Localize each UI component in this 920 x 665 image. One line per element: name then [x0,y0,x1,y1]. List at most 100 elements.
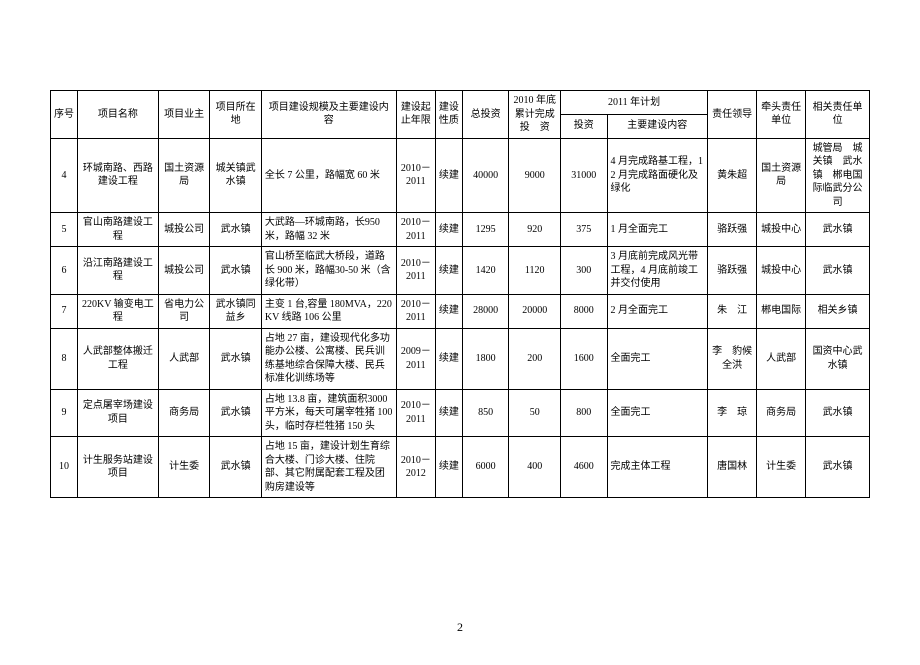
cell-owner: 城投公司 [158,247,209,295]
cell-nature: 续建 [435,247,462,295]
cell-cum: 9000 [509,138,560,213]
cell-name: 定点屠宰场建设项目 [77,389,158,437]
h-plan2011: 2011 年计划 [560,91,707,115]
cell-cum: 400 [509,437,560,498]
cell-total: 1295 [462,213,509,247]
table-row: 6沿江南路建设工程城投公司武水镇官山桥至临武大桥段，道路长 900 米，路幅30… [51,247,870,295]
table-row: 10计生服务站建设项目计生委武水镇占地 15 亩，建设计划生育综合大楼、门诊大楼… [51,437,870,498]
cell-period: 2010－2012 [396,437,435,498]
cell-period: 2010－2011 [396,389,435,437]
cell-location: 武水镇 [210,213,261,247]
cell-inv: 800 [560,389,607,437]
cell-pcont: 3 月底前完成风光带工程，4 月底前竣工并交付使用 [607,247,708,295]
table-row: 7220KV 输变电工程省电力公司武水镇同益乡主变 1 台,容量 180MVA，… [51,294,870,328]
cell-owner: 商务局 [158,389,209,437]
h-cum: 2010 年底累计完成投 资 [509,91,560,139]
cell-leader: 骆跃强 [708,213,757,247]
cell-lead_unit: 计生委 [757,437,806,498]
cell-inv: 1600 [560,328,607,389]
cell-seq: 8 [51,328,78,389]
table-row: 8人武部整体搬迁工程人武部武水镇占地 27 亩，建设现代化多功能办公楼、公寓楼、… [51,328,870,389]
h-period: 建设起止年限 [396,91,435,139]
cell-lead_unit: 城投中心 [757,247,806,295]
cell-inv: 31000 [560,138,607,213]
cell-period: 2009－2011 [396,328,435,389]
cell-pcont: 完成主体工程 [607,437,708,498]
cell-pcont: 1 月全面完工 [607,213,708,247]
cell-owner: 计生委 [158,437,209,498]
cell-seq: 7 [51,294,78,328]
table-row: 9定点屠宰场建设项目商务局武水镇占地 13.8 亩，建筑面积3000 平方米，每… [51,389,870,437]
cell-cum: 1120 [509,247,560,295]
cell-location: 武水镇 [210,247,261,295]
cell-leader: 骆跃强 [708,247,757,295]
cell-inv: 300 [560,247,607,295]
cell-lead_unit: 人武部 [757,328,806,389]
cell-seq: 6 [51,247,78,295]
table-row: 5官山南路建设工程城投公司武水镇大武路—环城南路，长950 米，路幅 32 米2… [51,213,870,247]
h-nature: 建设性质 [435,91,462,139]
cell-name: 沿江南路建设工程 [77,247,158,295]
project-table: 序号 项目名称 项目业主 项目所在地 项目建设规模及主要建设内容 建设起止年限 … [50,90,870,498]
cell-lead_unit: 国土资源局 [757,138,806,213]
cell-inv: 8000 [560,294,607,328]
cell-leader: 李 豹候全洪 [708,328,757,389]
cell-nature: 续建 [435,328,462,389]
cell-inv: 375 [560,213,607,247]
cell-rel_unit: 武水镇 [806,247,870,295]
page-number: 2 [0,620,920,635]
h-rel-unit: 相关责任单位 [806,91,870,139]
cell-cum: 20000 [509,294,560,328]
cell-name: 220KV 输变电工程 [77,294,158,328]
cell-rel_unit: 相关乡镇 [806,294,870,328]
cell-name: 官山南路建设工程 [77,213,158,247]
cell-scale: 官山桥至临武大桥段，道路长 900 米，路幅30-50 米（含绿化带） [261,247,396,295]
cell-owner: 省电力公司 [158,294,209,328]
cell-lead_unit: 商务局 [757,389,806,437]
h-plan-invest: 投资 [560,114,607,138]
cell-name: 计生服务站建设项目 [77,437,158,498]
cell-rel_unit: 武水镇 [806,389,870,437]
cell-rel_unit: 城管局 城关镇 武水镇 郴电国际临武分公司 [806,138,870,213]
cell-rel_unit: 国资中心武水镇 [806,328,870,389]
cell-leader: 李 琼 [708,389,757,437]
cell-owner: 城投公司 [158,213,209,247]
cell-location: 武水镇 [210,389,261,437]
cell-total: 1800 [462,328,509,389]
cell-location: 武水镇 [210,328,261,389]
h-seq: 序号 [51,91,78,139]
cell-leader: 黄朱超 [708,138,757,213]
cell-nature: 续建 [435,389,462,437]
cell-cum: 920 [509,213,560,247]
cell-nature: 续建 [435,213,462,247]
cell-total: 28000 [462,294,509,328]
cell-seq: 10 [51,437,78,498]
cell-seq: 9 [51,389,78,437]
cell-lead_unit: 郴电国际 [757,294,806,328]
cell-pcont: 全面完工 [607,328,708,389]
table-row: 4环城南路、西路建设工程国土资源局城关镇武水镇全长 7 公里，路幅宽 60 米2… [51,138,870,213]
cell-total: 40000 [462,138,509,213]
cell-scale: 全长 7 公里，路幅宽 60 米 [261,138,396,213]
cell-leader: 朱 江 [708,294,757,328]
cell-rel_unit: 武水镇 [806,437,870,498]
cell-period: 2010－2011 [396,138,435,213]
h-total: 总投资 [462,91,509,139]
cell-scale: 占地 27 亩，建设现代化多功能办公楼、公寓楼、民兵训练基地综合保障大楼、民兵标… [261,328,396,389]
cell-total: 6000 [462,437,509,498]
cell-leader: 唐国林 [708,437,757,498]
h-scale: 项目建设规模及主要建设内容 [261,91,396,139]
cell-location: 武水镇同益乡 [210,294,261,328]
cell-rel_unit: 武水镇 [806,213,870,247]
cell-location: 城关镇武水镇 [210,138,261,213]
cell-inv: 4600 [560,437,607,498]
cell-period: 2010－2011 [396,294,435,328]
cell-scale: 占地 13.8 亩，建筑面积3000 平方米，每天可屠宰牲猪 100 头，临时存… [261,389,396,437]
cell-pcont: 4 月完成路基工程，12 月完成路面硬化及绿化 [607,138,708,213]
h-name: 项目名称 [77,91,158,139]
cell-cum: 200 [509,328,560,389]
cell-scale: 大武路—环城南路，长950 米，路幅 32 米 [261,213,396,247]
h-owner: 项目业主 [158,91,209,139]
cell-scale: 主变 1 台,容量 180MVA，220KV 线路 106 公里 [261,294,396,328]
h-plan-content: 主要建设内容 [607,114,708,138]
